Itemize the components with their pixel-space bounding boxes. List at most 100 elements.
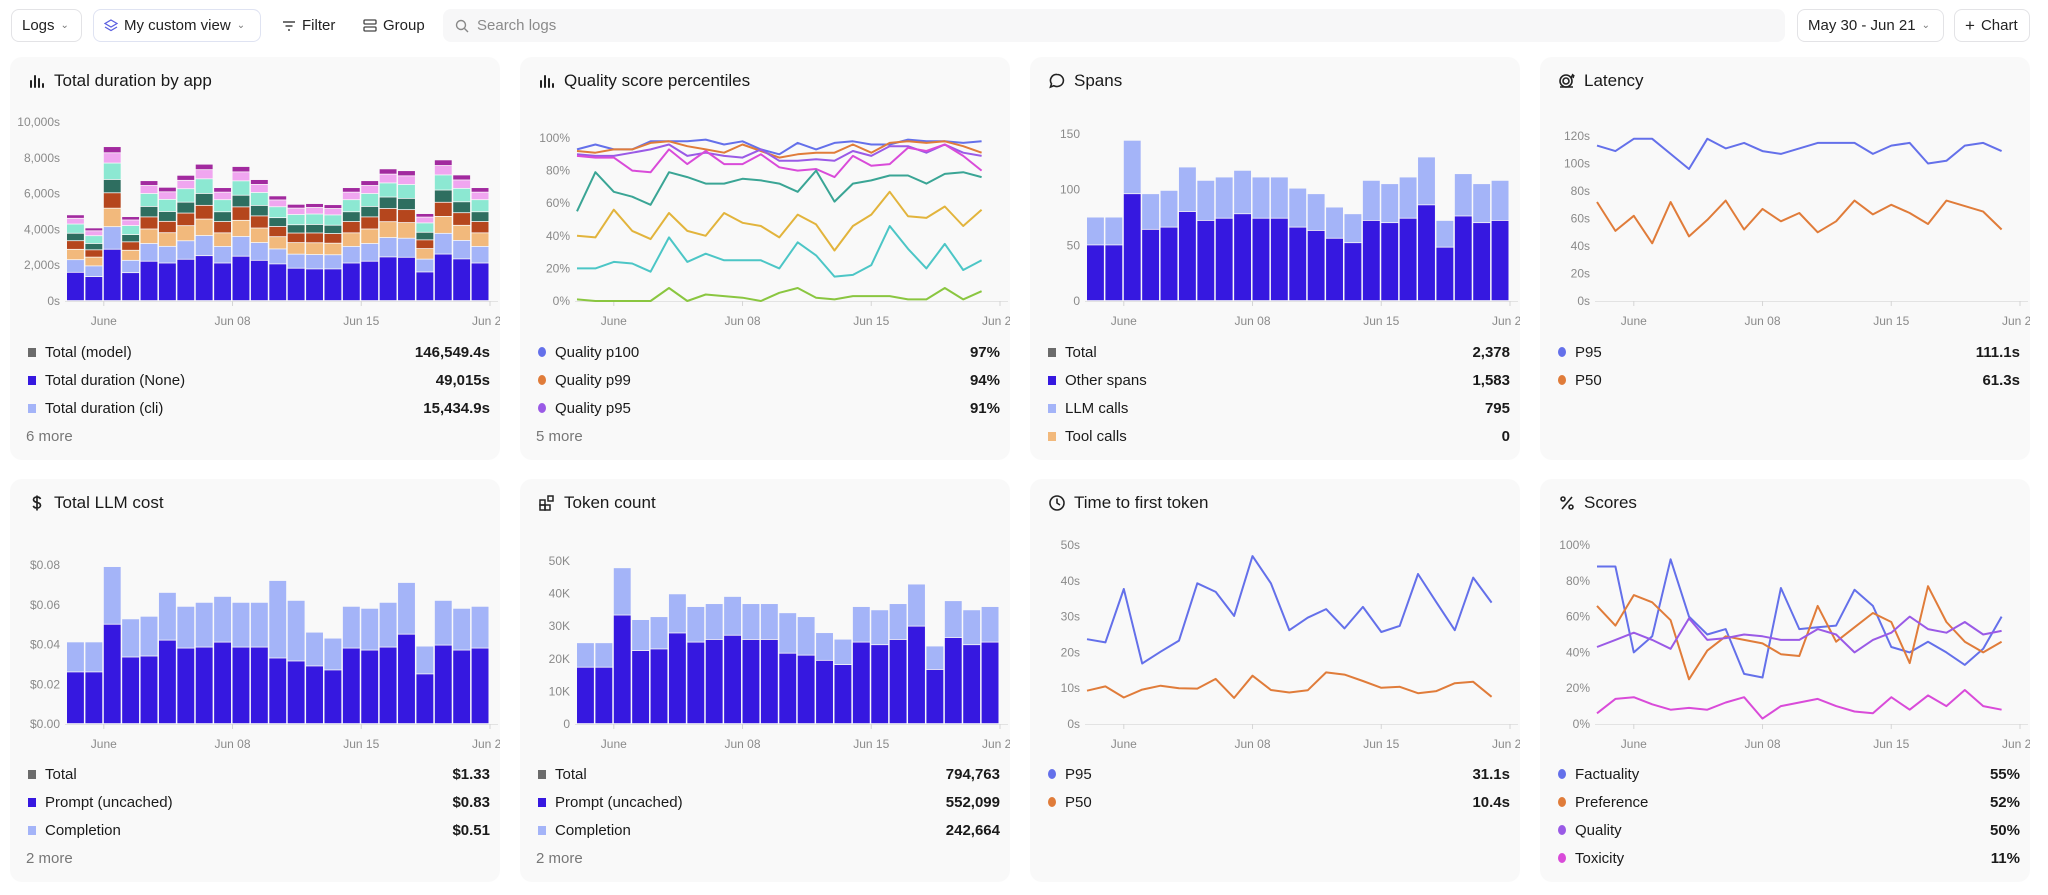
bar-segment[interactable] xyxy=(195,205,213,219)
bar-segment[interactable] xyxy=(981,642,999,724)
bar-segment[interactable] xyxy=(158,211,176,221)
bar-segment[interactable] xyxy=(232,220,250,237)
bar-segment[interactable] xyxy=(250,228,268,243)
more-series-link[interactable]: 2 more xyxy=(26,849,73,867)
legend-item[interactable]: Prompt (uncached) $0.83 xyxy=(24,788,490,816)
bar-segment[interactable] xyxy=(650,649,668,724)
bar-segment[interactable] xyxy=(158,640,176,724)
bar-segment[interactable] xyxy=(632,620,650,651)
bar-segment[interactable] xyxy=(1418,157,1435,205)
bar-segment[interactable] xyxy=(1436,220,1454,247)
bar-segment[interactable] xyxy=(269,200,287,207)
bar-segment[interactable] xyxy=(361,261,379,301)
bar-segment[interactable] xyxy=(852,606,870,642)
bar-segment[interactable] xyxy=(944,637,962,724)
bar-segment[interactable] xyxy=(797,655,815,724)
bar-segment[interactable] xyxy=(67,218,84,224)
legend-item[interactable]: Tool calls 0 xyxy=(1044,422,1510,450)
bar-segment[interactable] xyxy=(85,243,103,250)
bar-segment[interactable] xyxy=(342,212,360,222)
more-series-link[interactable]: 6 more xyxy=(26,427,73,445)
bar-segment[interactable] xyxy=(287,268,305,301)
bar-segment[interactable] xyxy=(434,233,452,254)
series-line[interactable] xyxy=(1597,558,2003,679)
bar-segment[interactable] xyxy=(398,210,415,223)
bar-segment[interactable] xyxy=(195,219,213,236)
bar-segment[interactable] xyxy=(416,646,434,674)
group-button[interactable]: Group xyxy=(353,9,435,42)
bar-segment[interactable] xyxy=(1142,229,1160,301)
bar-segment[interactable] xyxy=(306,666,323,724)
bar-segment[interactable] xyxy=(85,257,103,266)
bar-segment[interactable] xyxy=(471,192,489,200)
bar-segment[interactable] xyxy=(287,243,305,254)
legend-item[interactable]: LLM calls 795 xyxy=(1044,394,1510,422)
bar-segment[interactable] xyxy=(158,192,176,199)
bar-segment[interactable] xyxy=(140,261,158,301)
bar-segment[interactable] xyxy=(195,235,213,256)
bar-segment[interactable] xyxy=(250,184,268,193)
bar-segment[interactable] xyxy=(398,582,415,634)
series-line[interactable] xyxy=(577,225,983,278)
bar-segment[interactable] xyxy=(471,212,489,222)
bar-segment[interactable] xyxy=(177,226,195,241)
bar-segment[interactable] xyxy=(398,223,415,238)
bar-segment[interactable] xyxy=(632,650,650,724)
bar-segment[interactable] xyxy=(434,600,452,645)
series-line[interactable] xyxy=(1596,585,2003,681)
bar-segment[interactable] xyxy=(379,197,397,209)
bar-segment[interactable] xyxy=(232,236,250,256)
bar-segment[interactable] xyxy=(379,602,397,647)
bar-segment[interactable] xyxy=(1289,188,1307,227)
bar-segment[interactable] xyxy=(379,257,397,301)
bar-segment[interactable] xyxy=(122,250,140,260)
bar-segment[interactable] xyxy=(85,266,103,277)
bar-segment[interactable] xyxy=(760,604,778,640)
bar-segment[interactable] xyxy=(1215,177,1233,218)
series-line[interactable] xyxy=(576,138,982,156)
bar-segment[interactable] xyxy=(379,169,397,174)
bar-segment[interactable] xyxy=(177,259,195,301)
bar-segment[interactable] xyxy=(361,608,379,650)
bar-segment[interactable] xyxy=(742,604,760,640)
bar-segment[interactable] xyxy=(287,254,305,268)
bar-segment[interactable] xyxy=(158,246,176,263)
bar-segment[interactable] xyxy=(214,233,232,247)
bar-segment[interactable] xyxy=(416,217,434,223)
bar-segment[interactable] xyxy=(342,192,360,200)
bar-segment[interactable] xyxy=(158,199,176,212)
bar-segment[interactable] xyxy=(963,610,981,645)
bar-segment[interactable] xyxy=(434,645,452,724)
bar-segment[interactable] xyxy=(1307,230,1325,301)
series-line[interactable] xyxy=(1596,199,2003,245)
bar-segment[interactable] xyxy=(306,233,323,243)
bar-segment[interactable] xyxy=(361,217,379,229)
bar-segment[interactable] xyxy=(177,175,195,180)
bar-segment[interactable] xyxy=(595,667,613,724)
bar-segment[interactable] xyxy=(140,229,158,244)
legend-item[interactable]: Completion $0.51 xyxy=(24,816,490,844)
bar-segment[interactable] xyxy=(1178,211,1196,301)
search-input[interactable]: Search logs xyxy=(443,9,1785,42)
bar-segment[interactable] xyxy=(250,647,268,724)
legend-item[interactable]: Total 2,378 xyxy=(1044,338,1510,366)
bar-segment[interactable] xyxy=(1307,194,1325,231)
bar-segment[interactable] xyxy=(1289,227,1307,301)
bar-segment[interactable] xyxy=(232,256,250,301)
bar-segment[interactable] xyxy=(103,566,121,624)
bar-segment[interactable] xyxy=(1197,220,1215,301)
bar-segment[interactable] xyxy=(232,181,250,195)
bar-segment[interactable] xyxy=(1491,220,1509,301)
bar-segment[interactable] xyxy=(1418,205,1435,301)
bar-segment[interactable] xyxy=(963,645,981,724)
bar-segment[interactable] xyxy=(324,670,342,724)
bar-segment[interactable] xyxy=(1105,245,1123,301)
legend-item[interactable]: P95 111.1s xyxy=(1554,338,2020,366)
bar-segment[interactable] xyxy=(434,160,452,166)
bar-segment[interactable] xyxy=(471,221,489,233)
filter-button[interactable]: Filter xyxy=(272,9,345,42)
bar-segment[interactable] xyxy=(232,195,250,207)
bar-segment[interactable] xyxy=(871,645,889,724)
chart-card[interactable]: Quality score percentiles 0% 20% 40% 60% 80%… xyxy=(520,57,1010,460)
bar-segment[interactable] xyxy=(103,179,121,193)
